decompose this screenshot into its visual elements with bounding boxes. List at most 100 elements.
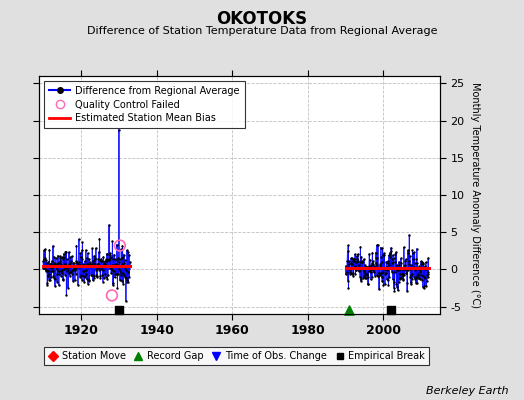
Point [354,264,362,271]
Point [120,260,128,266]
Point [69,278,77,284]
Point [342,263,350,269]
Point [417,272,425,278]
Point [401,266,409,273]
Point [405,261,413,267]
Point [106,265,115,272]
Point [347,260,355,267]
Point [361,270,369,276]
Point [87,262,95,268]
Point [384,260,392,266]
Point [349,272,357,279]
Point [87,272,95,278]
Point [47,258,56,264]
Point [407,279,416,286]
Point [348,254,356,261]
Point [383,264,391,270]
Point [373,272,381,279]
Point [403,250,412,256]
Point [99,267,107,274]
Point [72,264,80,270]
Point [409,264,418,270]
Point [100,275,108,282]
Point [354,258,363,264]
Point [387,244,395,251]
Point [345,261,354,268]
Point [113,241,121,248]
Point [104,256,113,263]
Point [414,272,422,278]
Point [67,258,75,264]
Point [375,270,384,276]
Point [393,262,401,268]
Point [387,307,395,314]
Point [107,254,115,260]
Point [394,287,402,294]
Point [376,260,385,267]
Point [101,260,110,267]
Legend: Difference from Regional Average, Quality Control Failed, Estimated Station Mean: Difference from Regional Average, Qualit… [44,81,245,128]
Point [381,271,389,277]
Point [403,280,411,286]
Point [359,273,368,280]
Point [402,270,411,276]
Point [417,261,425,267]
Point [74,262,82,268]
Point [390,278,398,285]
Point [377,273,386,280]
Point [52,261,60,267]
Point [93,265,102,272]
Point [48,265,57,271]
Point [39,264,48,271]
Point [413,271,422,277]
Point [114,255,123,262]
Point [413,260,421,266]
Point [81,258,89,264]
Point [364,281,372,287]
Point [343,264,351,270]
Point [114,271,122,277]
Point [40,265,49,272]
Point [399,277,408,283]
Point [355,262,363,268]
Point [64,260,73,267]
Point [371,264,379,271]
Point [84,280,92,287]
Point [372,249,380,256]
Point [424,271,433,278]
Point [361,262,369,268]
Point [398,273,406,280]
Point [348,257,357,264]
Point [47,274,56,280]
Point [409,265,417,271]
Point [402,267,411,273]
Point [63,264,71,270]
Point [405,258,413,264]
Point [83,250,92,256]
Point [400,264,408,270]
Point [394,266,402,272]
Point [90,273,99,280]
Point [107,267,116,274]
Point [78,247,86,254]
Point [53,268,62,274]
Point [346,270,355,276]
Point [125,274,134,280]
Point [395,258,403,265]
Point [117,272,125,278]
Point [388,259,397,266]
Point [353,256,361,262]
Point [68,266,77,273]
Point [65,249,73,255]
Point [96,272,104,279]
Point [398,275,407,282]
Point [110,268,118,274]
Point [373,242,381,248]
Point [77,254,85,260]
Point [396,266,405,272]
Point [423,274,432,281]
Point [387,248,396,254]
Point [358,259,366,266]
Point [114,262,122,268]
Point [367,262,376,268]
